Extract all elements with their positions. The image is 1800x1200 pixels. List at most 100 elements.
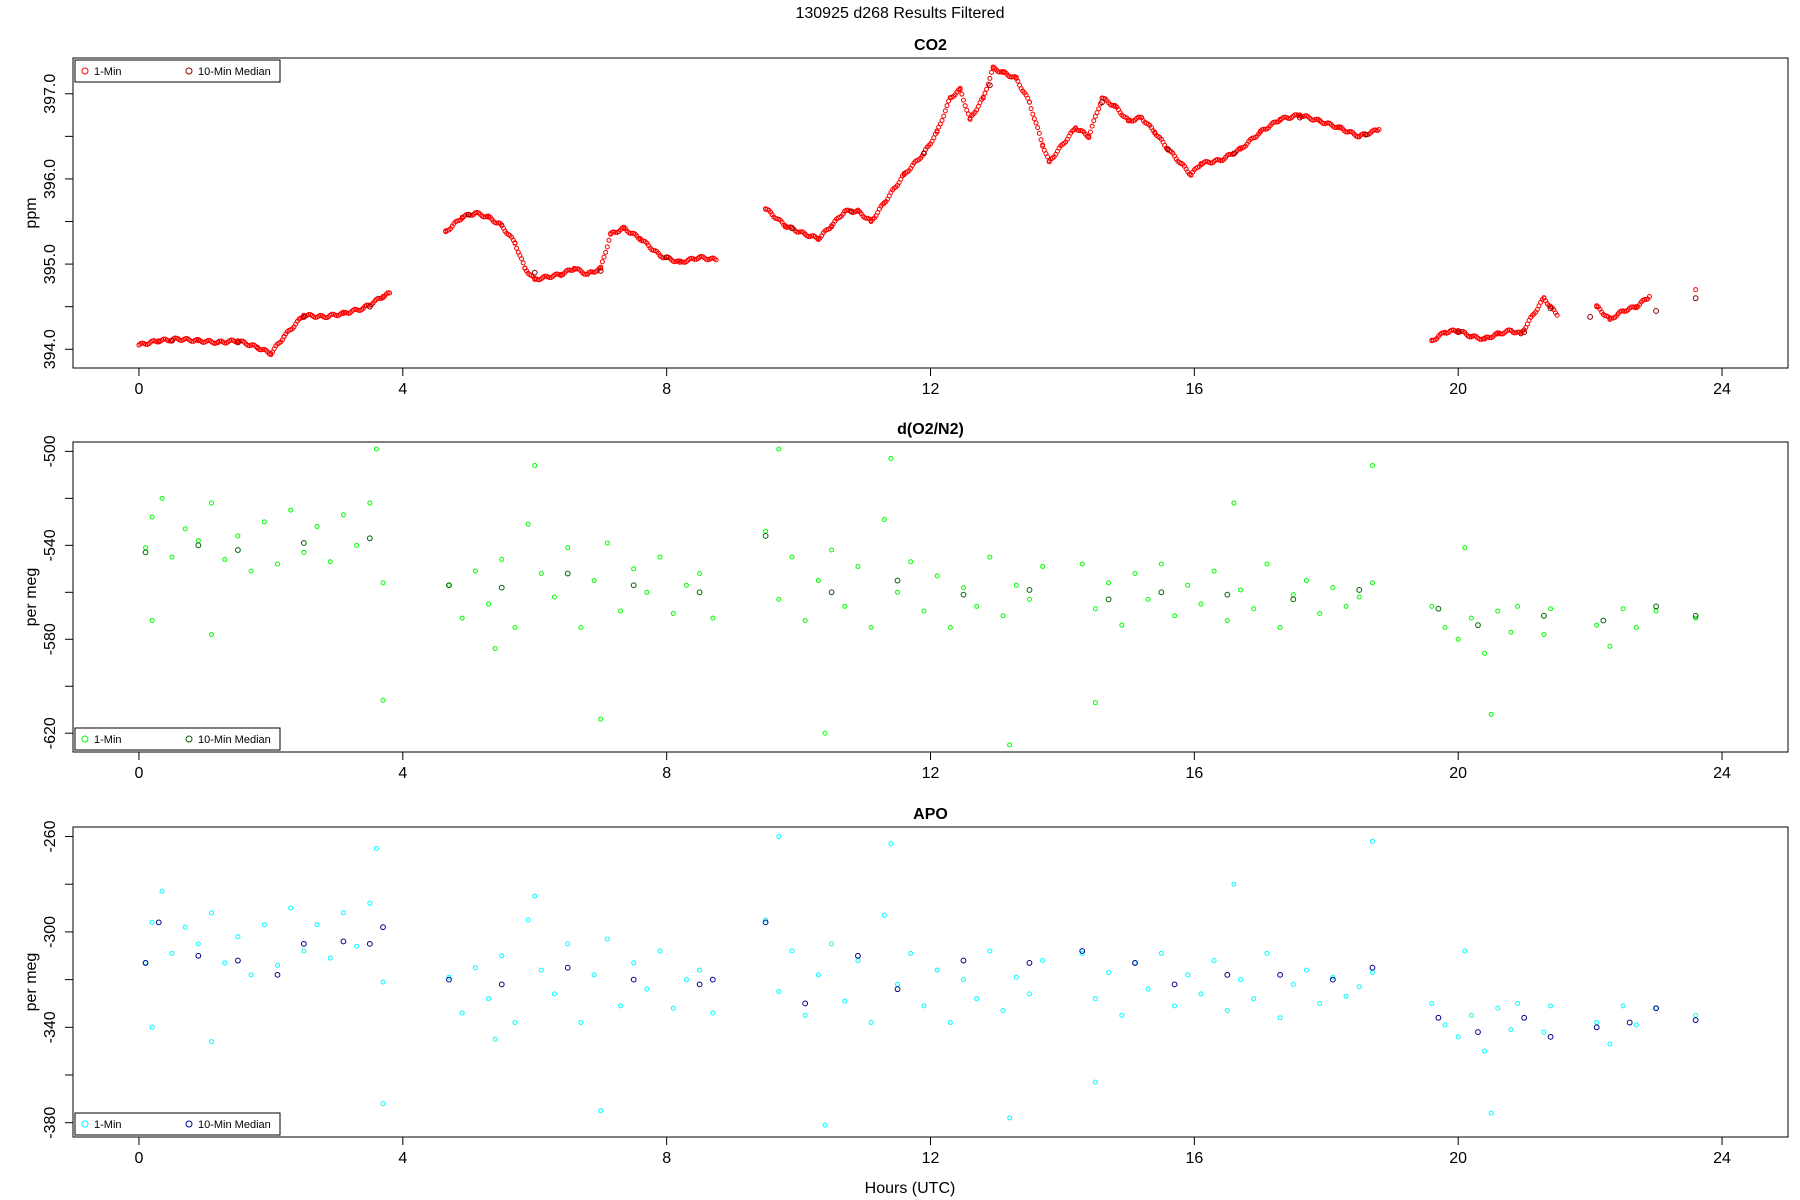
panel-2-legend-marker [81,735,89,743]
panel-1-point [340,310,346,316]
panel-2-legend-marker [185,735,193,743]
panel-3-median-point [762,919,769,926]
panel-2-median-point [142,549,149,556]
panel-3-point [261,922,267,928]
panel-2-point [1442,625,1448,631]
panel-3-median-point [155,919,162,926]
panel-1-median-point [1547,305,1554,312]
panel-2-point [222,556,228,562]
panel-1-point [1096,106,1102,112]
panel-3-median-point [855,952,861,959]
panel-2-median-point [1356,587,1363,593]
panel-1-point [947,95,953,101]
panel-1-point [637,236,643,242]
panel-2-y-tick-label: -620 [42,717,59,749]
panel-1-point [604,244,610,250]
panel-3-legend-box [74,1112,281,1136]
panel-1-point [941,113,947,119]
panel-1-point [713,257,719,263]
panel-1-point [989,69,995,75]
panel-2-point [842,603,848,609]
panel-2-point [1548,606,1554,612]
panel-3-point [947,1020,953,1026]
panel-2-median-point [195,542,202,549]
panel-1-point [1594,304,1600,310]
panel-3-median-point [709,976,716,983]
panel-3-point [829,941,835,947]
panel-2-point [776,596,782,602]
panel-1-point [1285,115,1291,121]
panel-2-median-point [300,540,307,546]
panel-3-median-point [340,938,347,945]
panel-2-point [815,578,821,584]
panel-1-point [1046,159,1052,165]
panel-1-point [1036,130,1042,136]
panel-2-point [209,632,215,638]
panel-2-median-point [1541,612,1547,619]
panel-1-point [472,210,478,216]
panel-3-point [1369,838,1375,844]
panel-2-point [822,730,828,736]
panel-3-median-point [142,960,149,966]
panel-1-point [565,267,571,273]
panel-1-point [984,86,990,92]
panel-3-point [367,900,373,906]
panel-1-point [1028,106,1034,112]
panel-1-point [1487,335,1493,341]
panel-2-x-tick-label: 24 [1713,765,1731,782]
panel-1-point [842,208,848,214]
panel-3-point [1356,984,1362,990]
panel-2-point [301,549,307,555]
panel-2-point [367,500,373,506]
panel-3-point [1442,1022,1448,1028]
panel-3-point [209,1039,215,1045]
panel-3-point [1231,881,1237,887]
panel-1-point [1025,95,1031,101]
panel-3-point [1633,1022,1639,1028]
panel-1-x-tick-label: 16 [1185,381,1203,398]
panel-1-point [1188,172,1194,178]
panel-1-legend-label: 1-Min [94,66,122,78]
panel-2-point [1303,578,1309,584]
panel-1-point [514,245,520,251]
panel-3-median-point [1692,1017,1699,1024]
panel-2-point [552,594,558,600]
panel-2-point [657,554,663,560]
panel-2-point [499,556,505,562]
panel-3-point [617,1003,623,1009]
panel-2-point [459,615,465,621]
panel-3-y-tick-label: -300 [42,916,59,948]
panel-3-point [908,950,914,956]
panel-1-y-tick-label: 395.0 [42,244,59,284]
panel-3-legend-label: 1-Min [94,1119,122,1131]
panel-3-point [472,965,478,971]
panel-2-y-tick-label: -500 [42,435,59,467]
panel-3-point [1040,958,1046,964]
panel-3-point [776,989,782,995]
panel-1-point [1495,331,1501,337]
panel-3-point [1251,996,1257,1002]
panel-2-point [670,610,676,616]
panel-3-point [222,960,228,966]
panel-3-point [1264,950,1270,956]
panel-3-point [789,948,795,954]
panel-1-point [657,253,663,259]
panel-3-point [446,974,452,980]
panel-1-x-tick-label: 0 [135,381,144,398]
panel-1-point [598,265,604,271]
panel-1-point [1178,161,1184,167]
panel-3-point [532,893,538,899]
panel-2-legend-label: 1-Min [94,734,122,746]
panel-2-y-tick-label: -580 [42,623,59,655]
panel-1-point [829,223,835,229]
panel-3-point [499,953,505,959]
panel-2-point [1026,596,1032,602]
panel-1-point [1086,133,1092,139]
panel-3-point [169,950,175,956]
panel-2-point [921,608,927,614]
panel-3-point [1238,977,1244,983]
panel-2-point [1277,625,1283,631]
panel-2-point [829,547,835,553]
panel-1-point [281,333,287,339]
panel-2-point [1172,613,1178,619]
